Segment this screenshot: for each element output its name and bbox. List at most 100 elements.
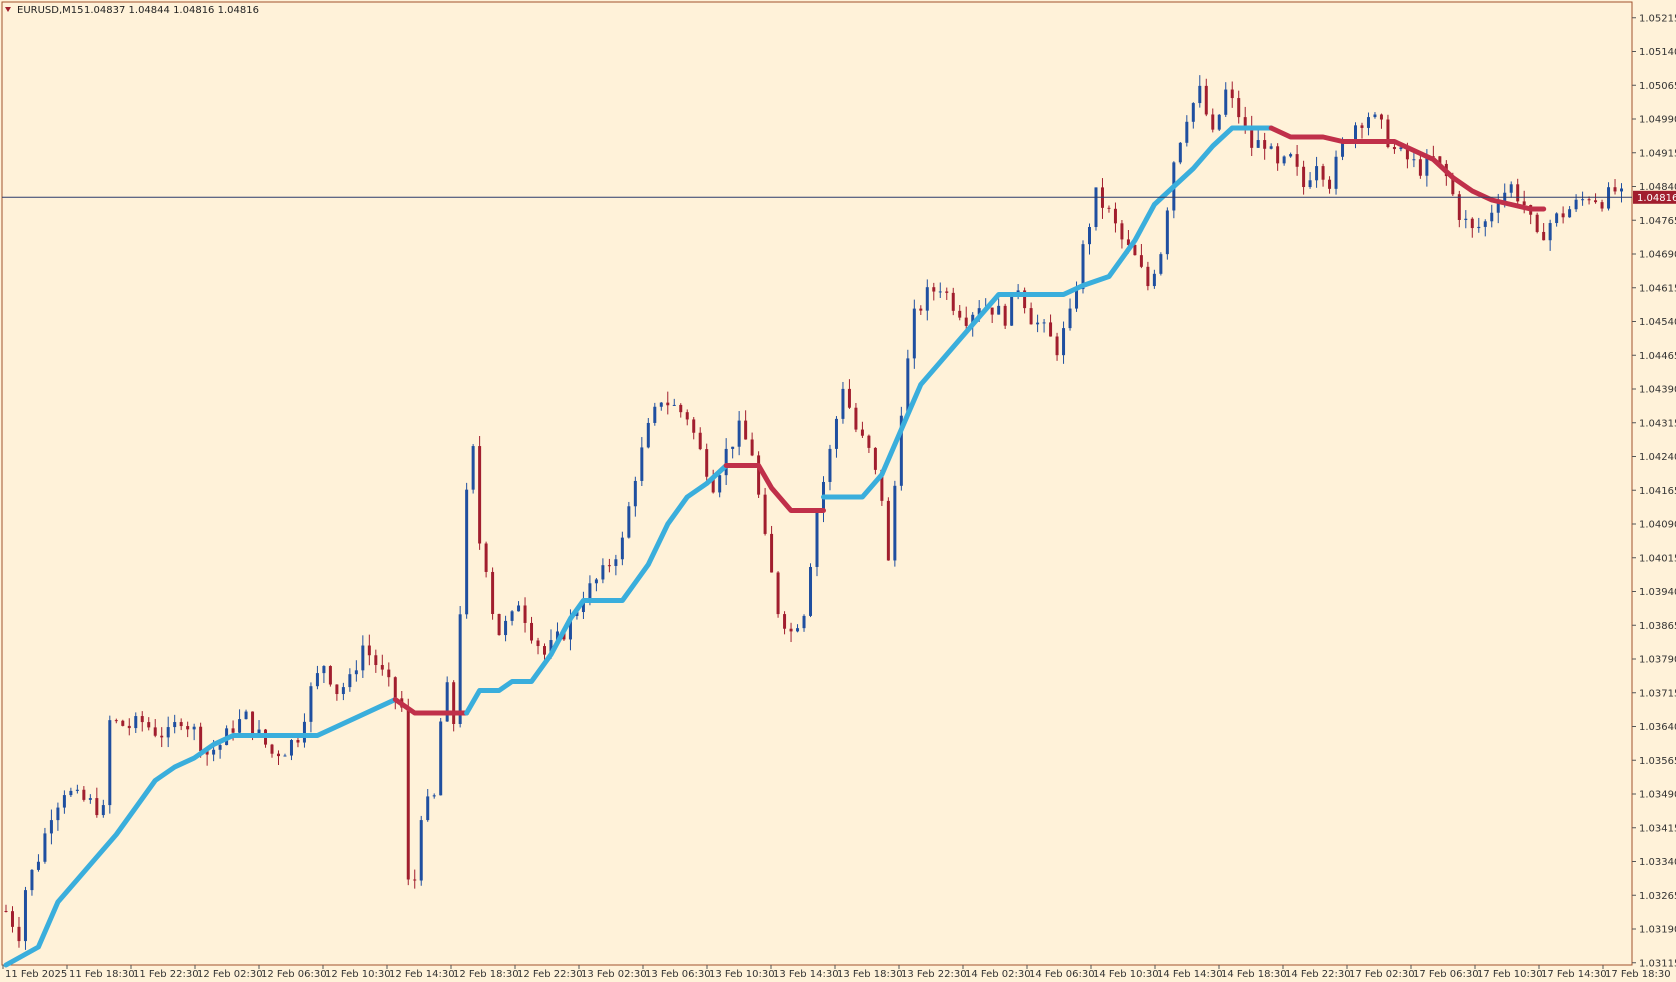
candle-body — [1204, 85, 1208, 115]
candle-body — [367, 645, 371, 656]
candle-body — [530, 622, 534, 641]
candle-body — [452, 682, 456, 724]
candle-body — [718, 475, 722, 493]
candle-body — [873, 447, 877, 470]
candle-body — [1211, 114, 1215, 130]
candle-body — [49, 820, 53, 834]
candle-body — [1191, 103, 1195, 122]
candle-body — [315, 673, 319, 687]
trend-up-1-line — [3, 697, 398, 968]
candle-body — [750, 439, 754, 456]
candle-body — [711, 476, 715, 493]
y-tick-label: 1.04390 — [1639, 385, 1676, 396]
candle-body — [828, 448, 832, 482]
candle-body — [1379, 114, 1383, 120]
candle-body — [1087, 227, 1091, 245]
candle-body — [23, 890, 27, 942]
candle-body — [212, 749, 216, 755]
price-tag-box — [1633, 190, 1676, 204]
x-tick-label: 14 Feb 06:30 — [1029, 969, 1095, 980]
y-axis: 1.05215 1.05140 1.05065 1.04990 1.04915 1.048… — [1632, 13, 1676, 969]
candle-body — [134, 716, 138, 729]
candle-body — [1159, 254, 1163, 274]
candle-body — [1548, 223, 1552, 241]
candle-body — [1308, 180, 1312, 188]
candle-body — [17, 926, 21, 942]
candle-body — [1464, 218, 1468, 220]
candle-body — [1152, 273, 1156, 287]
candle-body — [1373, 114, 1377, 118]
x-tick-label: 13 Feb 14:30 — [773, 969, 839, 980]
symbol-label: EURUSD,M15 — [17, 5, 83, 16]
candle-body — [763, 494, 767, 534]
candle-body — [834, 418, 838, 449]
candle-body — [426, 796, 430, 821]
y-tick-label: 1.04990 — [1639, 115, 1676, 126]
candle-body — [296, 740, 300, 743]
candle-body — [770, 533, 774, 573]
candle-body — [62, 795, 66, 808]
candle-body — [341, 687, 345, 695]
candle-body — [997, 305, 1001, 315]
candle-body — [1483, 221, 1487, 227]
candle-body — [1561, 213, 1565, 218]
candle-body — [1386, 119, 1390, 148]
candle-body — [899, 415, 903, 486]
candle-body — [108, 720, 112, 806]
candle-body — [607, 565, 611, 567]
y-tick-label: 1.03790 — [1639, 655, 1676, 666]
candle-body — [1094, 187, 1098, 228]
candle-body — [1542, 231, 1546, 241]
candle-body — [231, 728, 235, 733]
candle-body — [510, 611, 514, 621]
y-tick-label: 1.03715 — [1639, 688, 1676, 699]
candle-body — [1321, 166, 1325, 180]
candle-body — [361, 645, 365, 671]
x-tick-label: 13 Feb 02:30 — [581, 969, 647, 980]
candle-body — [620, 537, 624, 560]
y-tick-label: 1.03265 — [1639, 891, 1676, 902]
candle-body — [1438, 156, 1442, 164]
candle-body — [95, 798, 99, 816]
candle-body — [1178, 142, 1182, 163]
candle-body — [1366, 117, 1370, 128]
candle-body — [1230, 89, 1234, 99]
candle-body — [114, 720, 118, 722]
candle-body — [1405, 147, 1409, 160]
candle-body — [380, 665, 384, 670]
candle-body — [705, 449, 709, 477]
x-tick-label: 17 Feb 06:30 — [1413, 969, 1479, 980]
candle-body — [1581, 199, 1585, 201]
candle-body — [419, 820, 423, 881]
dropdown-triangle-icon[interactable] — [5, 7, 11, 12]
trend-down-1-line — [392, 697, 470, 716]
y-tick-label: 1.04840 — [1639, 182, 1676, 193]
candle-body — [1068, 308, 1072, 329]
candle-body — [932, 287, 936, 292]
candle-body — [387, 669, 391, 678]
candle-body — [393, 677, 397, 699]
candle-body — [692, 419, 696, 433]
x-tick-label: 14 Feb 02:30 — [965, 969, 1031, 980]
candle-body — [523, 605, 527, 623]
candle-body — [153, 727, 157, 736]
candle-body — [445, 682, 449, 722]
candle-body — [789, 628, 793, 632]
candle-body — [1126, 239, 1130, 245]
candle-body — [1535, 214, 1539, 232]
candle-body — [990, 307, 994, 315]
candle-body — [588, 583, 592, 603]
trend-down-2-line — [723, 463, 826, 513]
candle-body — [880, 469, 884, 501]
candle-body — [1250, 125, 1254, 148]
candle-body — [1587, 199, 1591, 201]
candle-body — [166, 727, 170, 738]
candle-body — [796, 628, 800, 632]
candle-body — [601, 565, 605, 580]
candle-body — [938, 291, 942, 293]
candle-body — [1269, 146, 1273, 149]
candle-body — [1334, 156, 1338, 189]
y-tick-label: 1.05215 — [1639, 13, 1676, 24]
